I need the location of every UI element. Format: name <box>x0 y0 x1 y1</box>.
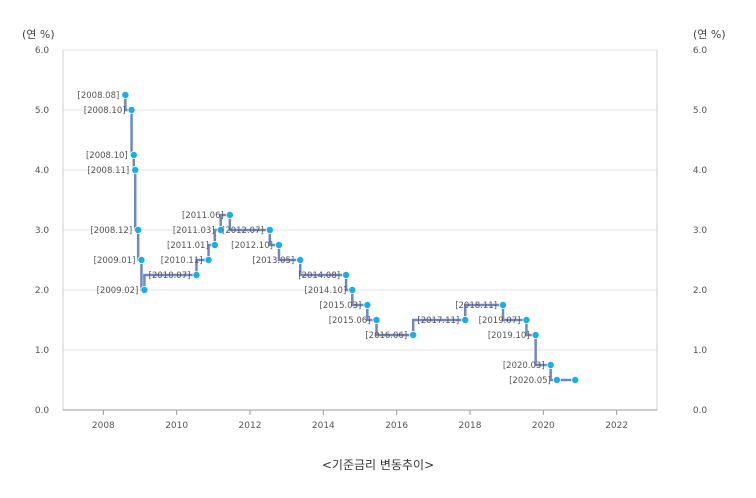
data-label: [2010.07] <box>149 271 191 281</box>
data-label: [2008.11] <box>87 166 129 176</box>
chart-caption: <기준금리 변동추이> <box>321 458 435 472</box>
data-point <box>296 255 305 264</box>
data-label: [2010.11] <box>161 256 203 266</box>
y-tick-label-left: 5.0 <box>35 106 50 116</box>
y-tick-label-left: 6.0 <box>35 46 50 56</box>
data-label: [2011.01] <box>167 241 209 251</box>
x-tick-label: 2012 <box>239 421 262 431</box>
data-label: [2009.01] <box>94 256 136 266</box>
x-tick-label: 2022 <box>605 421 628 431</box>
data-point <box>552 375 561 384</box>
grid-layer <box>63 49 657 411</box>
y-tick-label-left: 4.0 <box>35 166 50 176</box>
data-point <box>265 225 274 234</box>
data-point <box>121 91 130 100</box>
series-step-line <box>124 95 576 382</box>
data-label: [2012.07] <box>222 226 264 236</box>
data-label: [2015.03] <box>320 301 362 311</box>
data-label: [2020.05] <box>509 376 551 386</box>
series-line-layer <box>124 95 576 382</box>
left-axis-unit-label: (연 %) <box>22 28 55 41</box>
y-tick-label-right: 2.0 <box>693 286 708 296</box>
data-point <box>372 315 381 324</box>
x-tick-label: 2020 <box>532 421 555 431</box>
data-label: [2011.03] <box>173 226 215 236</box>
data-label: [2015.06] <box>329 316 371 326</box>
data-label: [2014.10] <box>305 286 347 296</box>
data-point <box>348 285 357 294</box>
data-label: [2011.06] <box>182 211 224 221</box>
x-tick-label: 2014 <box>312 421 335 431</box>
y-tick-label-left: 3.0 <box>35 226 50 236</box>
data-label: [2014.08] <box>298 271 340 281</box>
data-point <box>134 225 143 234</box>
data-point <box>216 225 225 234</box>
data-label: [2008.08] <box>78 91 120 101</box>
data-point <box>192 270 201 279</box>
data-label: [2008.10] <box>86 151 128 161</box>
y-tick-label-right: 5.0 <box>693 106 708 116</box>
x-tick-label: 2016 <box>385 421 408 431</box>
data-label: [2019.07] <box>479 316 521 326</box>
x-tick-label: 2010 <box>165 421 188 431</box>
data-point <box>204 255 213 264</box>
data-label: [2018.11] <box>455 301 497 311</box>
data-point <box>409 330 418 339</box>
data-point <box>140 285 149 294</box>
data-point-layer <box>121 91 580 384</box>
data-point <box>498 300 507 309</box>
data-label: [2012.10] <box>231 241 273 251</box>
x-tick-label: 2018 <box>459 421 482 431</box>
y-tick-label-right: 6.0 <box>693 46 708 56</box>
data-label: [2013.05] <box>252 256 294 266</box>
data-point <box>274 240 283 249</box>
data-point <box>461 315 470 324</box>
data-point <box>137 255 146 264</box>
y-tick-label-right: 3.0 <box>693 226 708 236</box>
data-label: [2008.12] <box>90 226 132 236</box>
data-point <box>210 240 219 249</box>
data-point <box>342 270 351 279</box>
x-tick-label: 2008 <box>92 421 115 431</box>
data-label-layer: [2008.08] [2008.10] [2008.10] [2008.11] [200… <box>78 91 551 386</box>
data-label: [2009.02] <box>97 286 139 296</box>
data-point <box>131 165 140 174</box>
data-point <box>127 106 136 115</box>
y-tick-label-left: 0.0 <box>35 406 50 416</box>
data-label: [2016.06] <box>365 331 407 341</box>
y-tick-label-right: 0.0 <box>693 406 708 416</box>
data-label: [2008.10] <box>84 106 126 116</box>
y-tick-label-left: 1.0 <box>35 346 50 356</box>
data-label: [2017.11] <box>417 316 459 326</box>
y-tick-label-left: 2.0 <box>35 286 50 296</box>
axis-layer: 0.0 0.0 1.0 1.0 2.0 2.0 3.0 3.0 4.0 4.0 5.0 5.0 6.0 6… <box>35 46 708 431</box>
data-point <box>531 330 540 339</box>
data-point <box>571 375 580 384</box>
data-point <box>129 150 138 159</box>
y-tick-label-right: 1.0 <box>693 346 708 356</box>
data-label: [2020.03] <box>503 361 545 371</box>
data-point <box>546 360 555 369</box>
y-tick-label-right: 4.0 <box>693 166 708 176</box>
data-point <box>225 210 234 219</box>
data-label: [2019.10] <box>488 331 530 341</box>
right-axis-unit-label: (연 %) <box>693 28 726 41</box>
data-point <box>363 300 372 309</box>
data-point <box>522 315 531 324</box>
